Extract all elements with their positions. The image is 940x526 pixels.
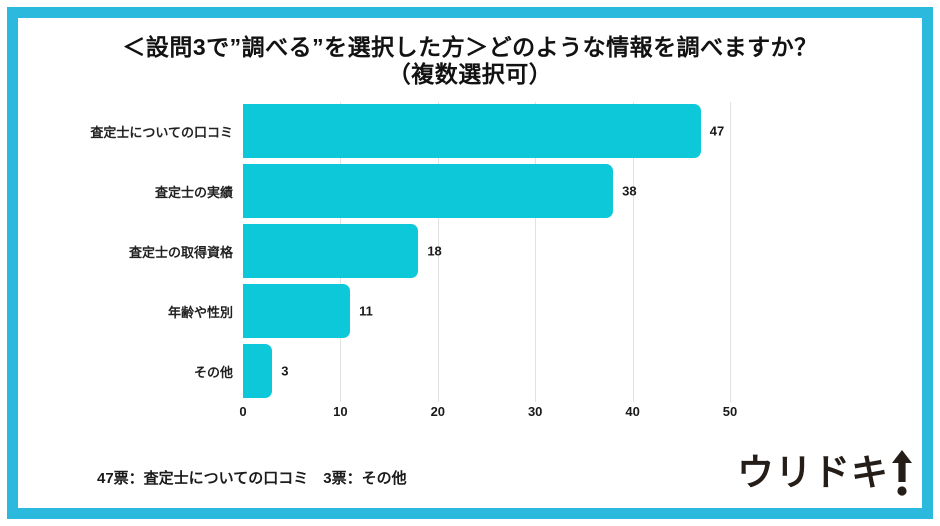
- bar: [243, 224, 419, 278]
- x-axis-tick-label: 50: [722, 404, 738, 419]
- bar: [243, 284, 351, 338]
- gridline: [535, 102, 537, 402]
- gridline: [730, 102, 731, 402]
- chart-rows: 査定士についての口コミ 47 査定士の実績 38 査定士の取得資格 18 年齢や性別 11 その…: [18, 104, 922, 404]
- gridline: [437, 102, 439, 402]
- gridline: [632, 102, 634, 402]
- bar-value-label: 3: [281, 363, 289, 379]
- chart-row: 査定士の取得資格 18: [18, 224, 922, 278]
- category-label: 査定士についての口コミ: [90, 124, 233, 140]
- x-axis-tick-label: 10: [333, 404, 348, 419]
- x-axis-tick-label: 30: [527, 404, 543, 419]
- category-label: 年齢や性別: [167, 304, 233, 320]
- x-axis-tick-label: 20: [430, 404, 446, 419]
- content-area: ＜設問3で”調べる”を選択した方＞どのような情報を調べますか？ （複数選択可） …: [18, 18, 922, 508]
- bar-value-label: 47: [709, 123, 725, 139]
- uridoki-logo-text: ウリドキ: [737, 452, 889, 493]
- x-axis-tick-label: 0: [239, 404, 247, 419]
- category-label: その他: [193, 364, 233, 380]
- chart-row: 査定士についての口コミ 47: [18, 104, 922, 158]
- chart-row: 査定士の実績 38: [18, 164, 922, 218]
- uridoki-logo: ウリドキ: [737, 450, 912, 496]
- chart-title-line2: （複数選択可）: [387, 61, 553, 87]
- bar-track: 11: [243, 284, 730, 338]
- chart-title: ＜設問3で”調べる”を選択した方＞どのような情報を調べますか？ （複数選択可）: [18, 34, 922, 88]
- summary-line: 47票：査定士についての口コミ 3票：その他: [97, 470, 407, 487]
- x-axis: 0 10 20 30 40 50: [239, 404, 737, 420]
- page-border-frame: [7, 7, 933, 519]
- bar: [243, 344, 273, 398]
- category-label: 査定士の実績: [154, 184, 233, 200]
- category-label: 査定士の取得資格: [128, 244, 233, 260]
- bar-value-label: 18: [427, 243, 442, 259]
- chart-row: その他 3: [18, 344, 922, 398]
- bar-track: 3: [243, 344, 730, 398]
- bar: [243, 164, 614, 218]
- bar-value-label: 11: [359, 303, 373, 319]
- bar-track: 38: [243, 164, 730, 218]
- up-arrow-exclamation-icon: [892, 450, 912, 496]
- chart-row: 年齢や性別 11: [18, 284, 922, 338]
- summary-text-block: 47票：査定士についての口コミ 3票：その他 38票：査定士の実績 18票：査定…: [97, 426, 407, 526]
- x-axis-tick-label: 40: [625, 404, 640, 419]
- bar: [243, 104, 701, 158]
- bar-value-label: 38: [622, 183, 637, 199]
- bar-track: 18: [243, 224, 730, 278]
- chart-title-line1: ＜設問3で”調べる”を選択した方＞どのような情報を調べますか？: [122, 34, 818, 60]
- bar-track: 47: [243, 104, 730, 158]
